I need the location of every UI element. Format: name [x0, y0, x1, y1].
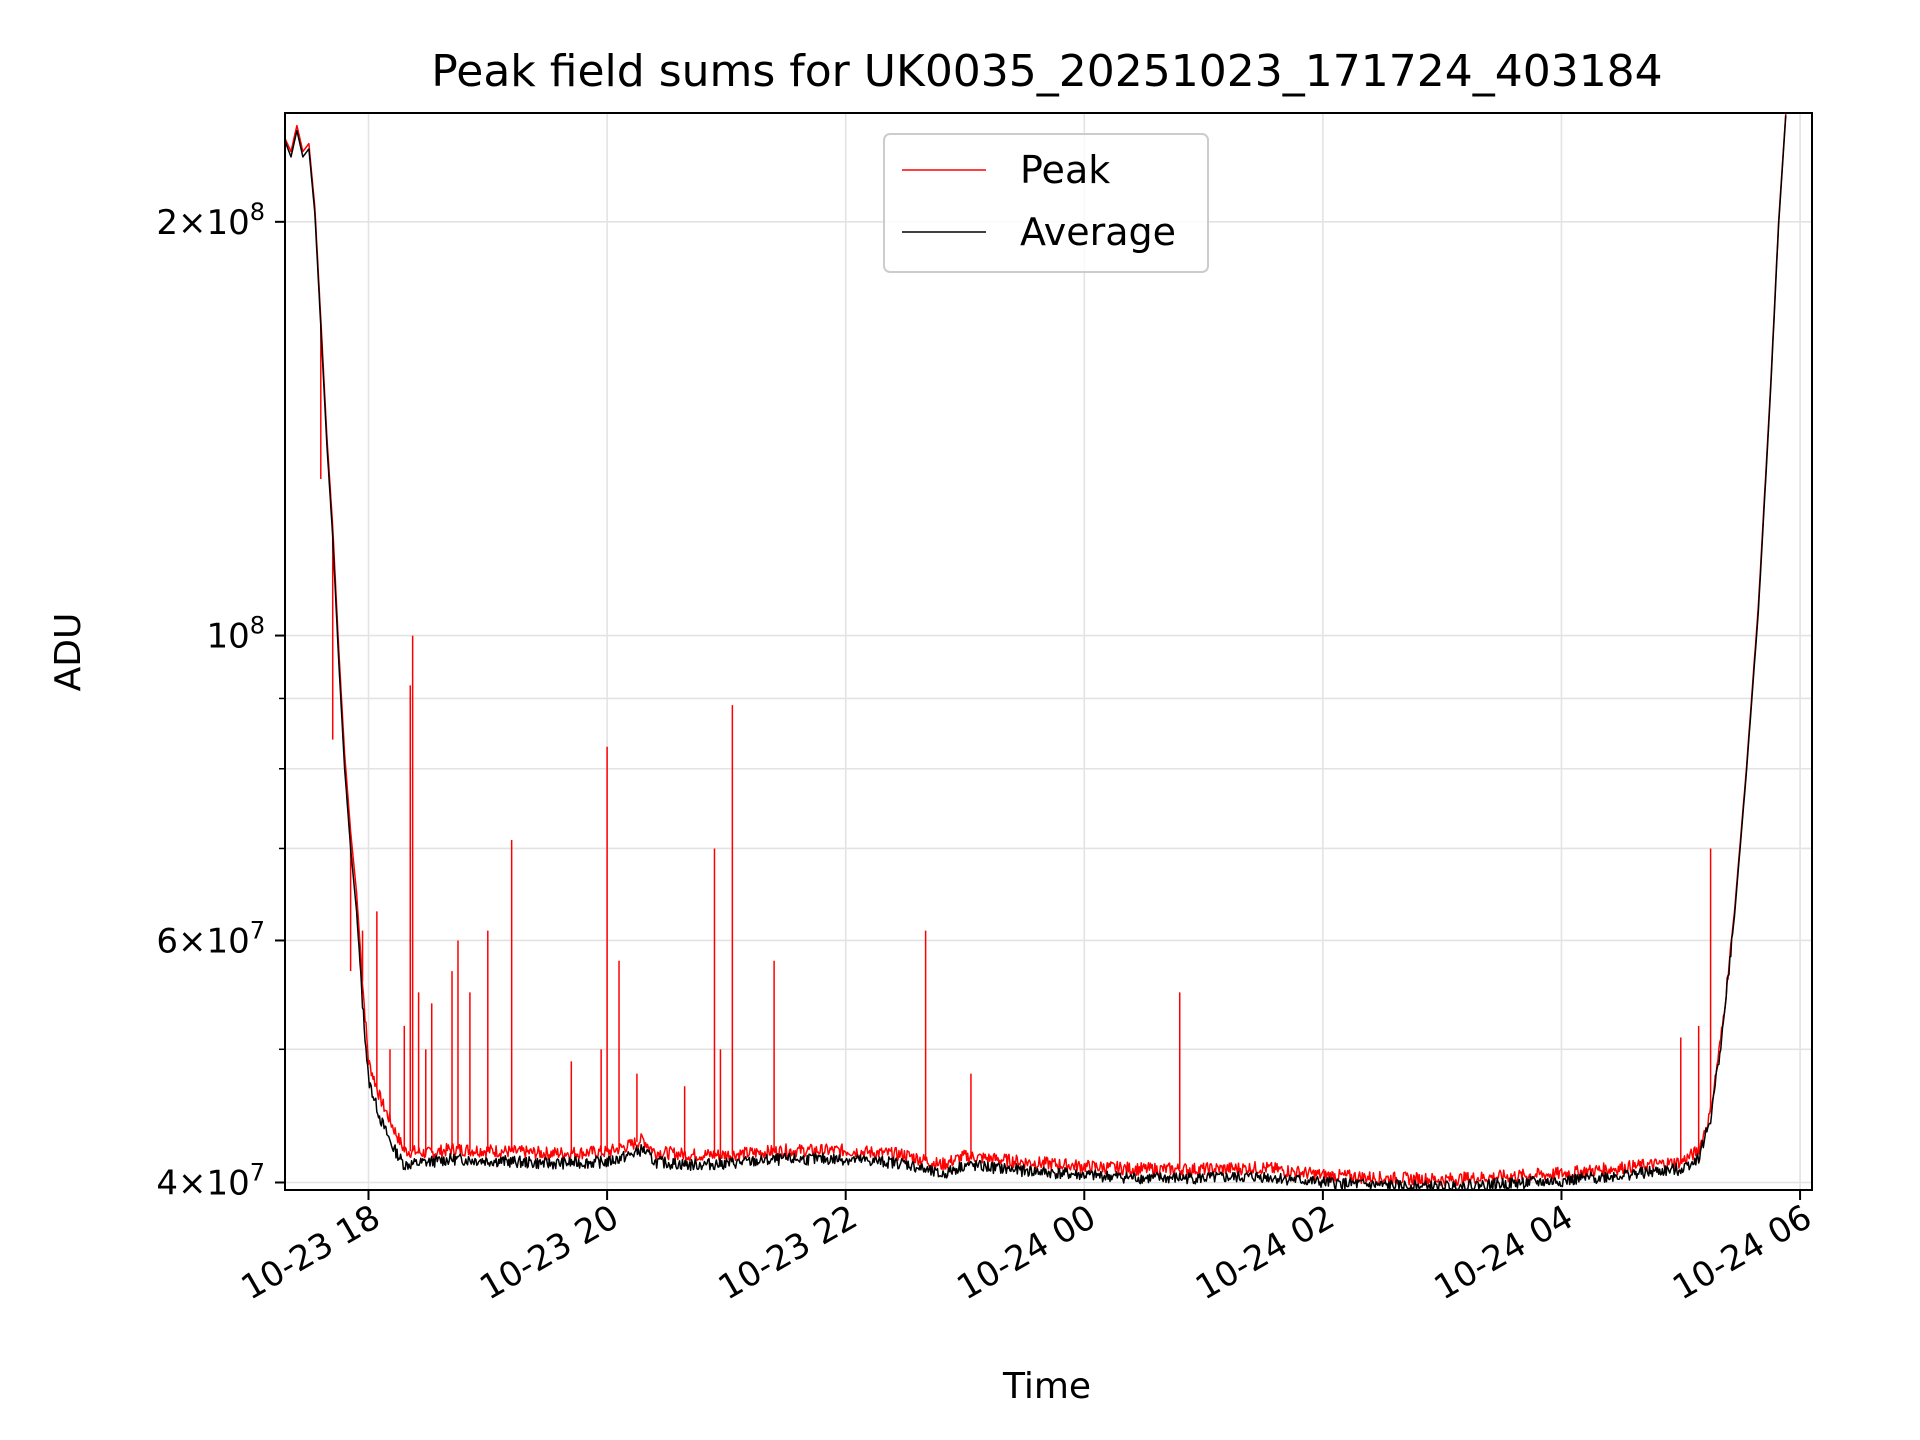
legend-box	[883, 133, 1209, 273]
legend-label-peak: Peak	[1020, 148, 1110, 192]
y-tick-label: 6×107	[156, 916, 265, 961]
peak-series-line	[284, 112, 1787, 1187]
y-tick-label: 108	[206, 612, 265, 657]
legend-label-average: Average	[1020, 210, 1176, 254]
average-series-line	[284, 115, 1787, 1191]
chart-title: Peak field sums for UK0035_20251023_1717…	[431, 46, 1662, 97]
series-layer	[284, 112, 1787, 1191]
y-axis-label: ADU	[48, 613, 89, 692]
y-tick-label: 4×107	[156, 1158, 265, 1203]
y-tick-label: 2×108	[156, 198, 265, 243]
plot-frame	[284, 112, 1813, 1191]
x-axis-label: Time	[1002, 1366, 1091, 1407]
legend: Peak Average	[883, 133, 1209, 273]
